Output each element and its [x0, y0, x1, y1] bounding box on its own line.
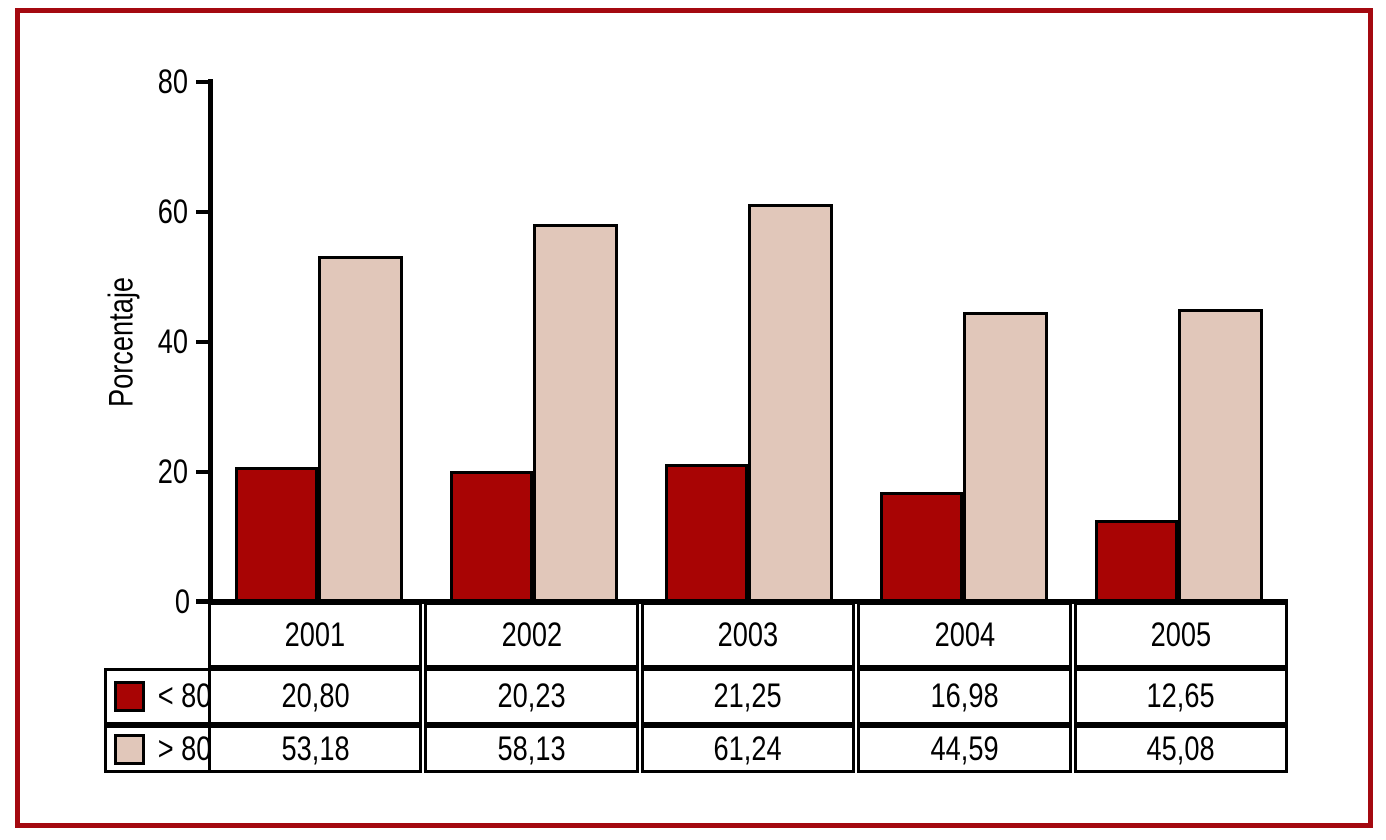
- y-tick-label: 60: [90, 192, 192, 232]
- legend-swatch: [114, 733, 145, 765]
- value-text: 20,23: [497, 677, 566, 715]
- year-header-cell: 2002: [424, 602, 639, 668]
- y-tick-label: 0: [90, 582, 192, 622]
- value-cell: 20,23: [424, 668, 639, 725]
- bar: [1095, 520, 1178, 602]
- value-text: 20,80: [281, 677, 350, 715]
- year-header-row: 2001 2002 2003 2004 2005: [208, 602, 1289, 668]
- legend-cell: < 80: [104, 668, 212, 725]
- value-cell: 16,98: [857, 668, 1072, 725]
- value-cell: 45,08: [1073, 725, 1289, 773]
- value-text: 58,13: [497, 729, 566, 768]
- y-tick-label-text: 20: [157, 453, 189, 491]
- legend-cell: > 80: [104, 725, 212, 773]
- value-cell: 21,25: [640, 668, 856, 725]
- year-header-cell: 2005: [1073, 602, 1289, 668]
- value-row: 20,80 20,23 21,25 16,98 12,65: [208, 668, 1289, 725]
- legend-swatch: [114, 681, 145, 712]
- value-cell: 58,13: [424, 725, 639, 773]
- value-cell: 20,80: [208, 668, 423, 725]
- value-text: 45,08: [1146, 729, 1215, 768]
- y-tick-label: 80: [90, 62, 192, 102]
- y-tick: [196, 210, 209, 214]
- year-label: 2004: [934, 615, 995, 654]
- value-text: 12,65: [1146, 677, 1215, 715]
- bar: [318, 256, 403, 602]
- value-text: 61,24: [713, 729, 783, 768]
- year-label: 2001: [284, 615, 346, 654]
- y-tick: [196, 340, 209, 344]
- year-label: 2005: [1150, 615, 1212, 654]
- bar: [1178, 309, 1263, 602]
- bar: [235, 467, 318, 602]
- year-label: 2003: [717, 615, 779, 654]
- y-tick-label-text: 80: [157, 63, 189, 101]
- value-cell: 61,24: [640, 725, 856, 773]
- x-axis-line: [196, 599, 1288, 604]
- frame-border: [15, 8, 1373, 828]
- value-cell: 12,65: [1073, 668, 1289, 725]
- year-label: 2002: [501, 615, 562, 654]
- value-text: 44,59: [930, 729, 999, 768]
- y-tick-label-text: 60: [157, 193, 189, 231]
- y-tick-label: 40: [90, 322, 192, 362]
- bar: [450, 471, 533, 602]
- y-tick: [196, 470, 209, 474]
- year-header-cell: 2001: [208, 602, 423, 668]
- bar: [963, 312, 1048, 602]
- year-header-cell: 2003: [640, 602, 856, 668]
- series-label: < 80: [157, 677, 212, 715]
- value-text: 21,25: [713, 677, 783, 715]
- y-tick-label-text: 40: [157, 323, 189, 361]
- bar: [533, 224, 618, 602]
- value-row: 53,18 58,13 61,24 44,59 45,08: [208, 725, 1289, 773]
- bar: [880, 492, 963, 602]
- y-tick-label: 20: [90, 452, 192, 492]
- year-header-cell: 2004: [857, 602, 1072, 668]
- value-text: 53,18: [281, 729, 350, 768]
- value-cell: 44,59: [857, 725, 1072, 773]
- y-axis-line: [208, 79, 213, 604]
- y-tick-label-text: 0: [174, 583, 191, 621]
- bar: [748, 204, 833, 602]
- series-label: > 80: [157, 729, 212, 768]
- value-text: 16,98: [930, 677, 999, 715]
- bar: [665, 464, 748, 602]
- value-cell: 53,18: [208, 725, 423, 773]
- y-tick: [196, 80, 209, 84]
